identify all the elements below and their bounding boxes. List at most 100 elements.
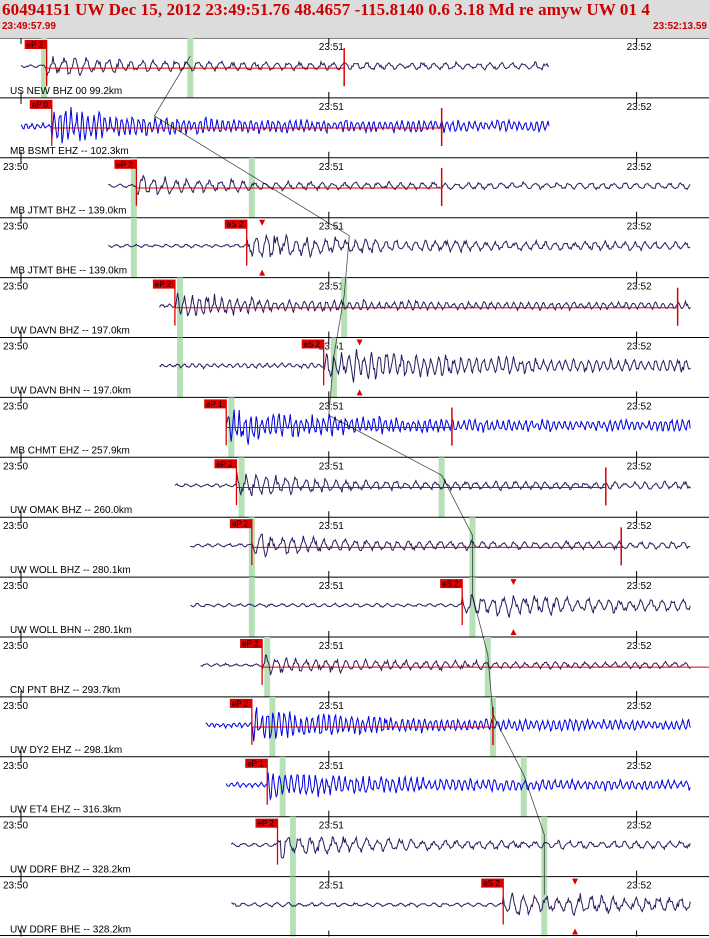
tick-label: 23:52 (627, 401, 652, 412)
waveform-trace (190, 593, 691, 618)
tick-label: 23:51 (319, 881, 344, 892)
pick-window (541, 876, 548, 937)
tick-label: 23:50 (3, 761, 28, 772)
channel-label: UW WOLL BHZ -- 280.1km (10, 565, 131, 576)
pick-flag (229, 519, 252, 529)
tick-label: 23:52 (627, 42, 652, 53)
header-bar: 60494151 UW Dec 15, 2012 23:49:51.76 48.… (0, 0, 709, 38)
waveform-trace (190, 533, 691, 559)
tick-label: 23:50 (3, 821, 28, 832)
tick-label: 23:51 (319, 222, 344, 233)
waveform-trace (225, 772, 691, 801)
pick-window (41, 38, 48, 98)
tick-label: 23:51 (319, 821, 344, 832)
tick-label: 23:51 (319, 162, 344, 173)
pick-window (520, 756, 527, 817)
pick-flag (152, 279, 175, 289)
tick-label: 23:51 (319, 461, 344, 472)
tick-label: 23:50 (3, 282, 28, 293)
tick-label: 23:50 (3, 701, 28, 712)
channel-label: UW DY2 EHZ -- 298.1km (10, 745, 122, 756)
pick-label: eP 2 (232, 699, 249, 708)
tick-label: 23:52 (627, 282, 652, 293)
end-time: 23:52:13.59 (653, 21, 707, 32)
waveform-trace (200, 654, 691, 676)
tick-label: 23:50 (3, 162, 28, 173)
channel-label: UW DAVN BHN -- 197.0km (10, 385, 131, 396)
channel-label: UW WOLL BHN -- 280.1km (10, 625, 132, 636)
channel-label: MB BSMT EHZ -- 102.3km (10, 146, 129, 157)
channel-label: UW DDRF BHE -- 328.2km (10, 925, 131, 936)
tick-label: 23:51 (319, 42, 344, 53)
waveform-trace (174, 472, 691, 497)
tick-label: 23:52 (627, 821, 652, 832)
pick-flag (440, 579, 463, 589)
waveform-trace (231, 892, 691, 917)
travel-time-curve (153, 55, 545, 895)
tick-label: 23:50 (3, 641, 28, 652)
pick-label: eP 0 (32, 100, 49, 109)
channel-label: UW ET4 EHZ -- 316.3km (10, 805, 121, 816)
event-title: 60494151 UW Dec 15, 2012 23:49:51.76 48.… (2, 0, 651, 19)
tick-label: 23:51 (319, 581, 344, 592)
pick-label: eP 2 (27, 41, 44, 50)
pick-label: eS 2 (442, 580, 459, 589)
arrival-marker (356, 339, 363, 346)
channel-label: MB JTMT BHZ -- 139.0km (10, 206, 127, 217)
pick-window (248, 577, 255, 637)
tick-label: 23:51 (319, 761, 344, 772)
channel-label: UW DDRF BHZ -- 328.2km (10, 865, 131, 876)
tick-label: 23:52 (627, 641, 652, 652)
tick-label: 23:51 (319, 521, 344, 532)
tick-label: 23:52 (627, 521, 652, 532)
tick-label: 23:52 (627, 162, 652, 173)
tick-label: 23:52 (627, 102, 652, 113)
tick-label: 23:50 (3, 881, 28, 892)
channel-label: MB JTMT BHE -- 139.0km (10, 266, 127, 277)
pick-label: eP 2 (116, 160, 133, 169)
pick-flag (114, 159, 137, 169)
waveform-trace (20, 56, 549, 77)
pick-label: eS 2 (483, 879, 500, 888)
channel-label: UW DAVN BHZ -- 197.0km (10, 326, 130, 337)
tick-label: 23:50 (3, 521, 28, 532)
waveform-trace (230, 835, 691, 859)
tick-label: 23:51 (319, 102, 344, 113)
pick-window (330, 337, 337, 398)
tick-label: 23:50 (3, 461, 28, 472)
pick-label: eS 2 (304, 340, 321, 349)
pick-flag (481, 878, 504, 888)
pick-window (289, 816, 296, 877)
arrival-marker (510, 629, 517, 635)
pick-flag (214, 459, 237, 469)
pick-label: eP 2 (258, 819, 275, 828)
waveform-trace (108, 174, 691, 196)
pick-label: eP 2 (232, 520, 249, 529)
pick-flag (24, 40, 47, 49)
tick-label: 23:52 (627, 342, 652, 353)
tick-label: 23:51 (319, 401, 344, 412)
pick-flag (29, 99, 52, 109)
pick-label: eP 1 (247, 759, 264, 768)
pick-flag (255, 818, 278, 828)
pick-flag (224, 219, 247, 229)
pick-window (130, 217, 137, 278)
tick-label: 23:50 (3, 581, 28, 592)
tick-label: 23:52 (627, 581, 652, 592)
tick-label: 23:52 (627, 701, 652, 712)
tick-label: 23:51 (319, 282, 344, 293)
tick-label: 23:50 (3, 401, 28, 412)
tick-label: 23:52 (627, 881, 652, 892)
pick-label: eP 2 (242, 640, 259, 649)
channel-label: US NEW BHZ 00 99.2km (10, 86, 122, 97)
channel-label: UW OMAK BHZ -- 260.0km (10, 505, 132, 516)
pick-label: eP 2 (155, 280, 172, 289)
pick-label: eP 1 (206, 400, 223, 409)
tick-label: 23:51 (319, 641, 344, 652)
waveform-trace (159, 292, 691, 317)
pick-window (279, 756, 286, 817)
arrival-marker (259, 269, 266, 276)
arrival-marker (356, 389, 363, 396)
tick-label: 23:51 (319, 701, 344, 712)
pick-label: eS 2 (227, 220, 244, 229)
